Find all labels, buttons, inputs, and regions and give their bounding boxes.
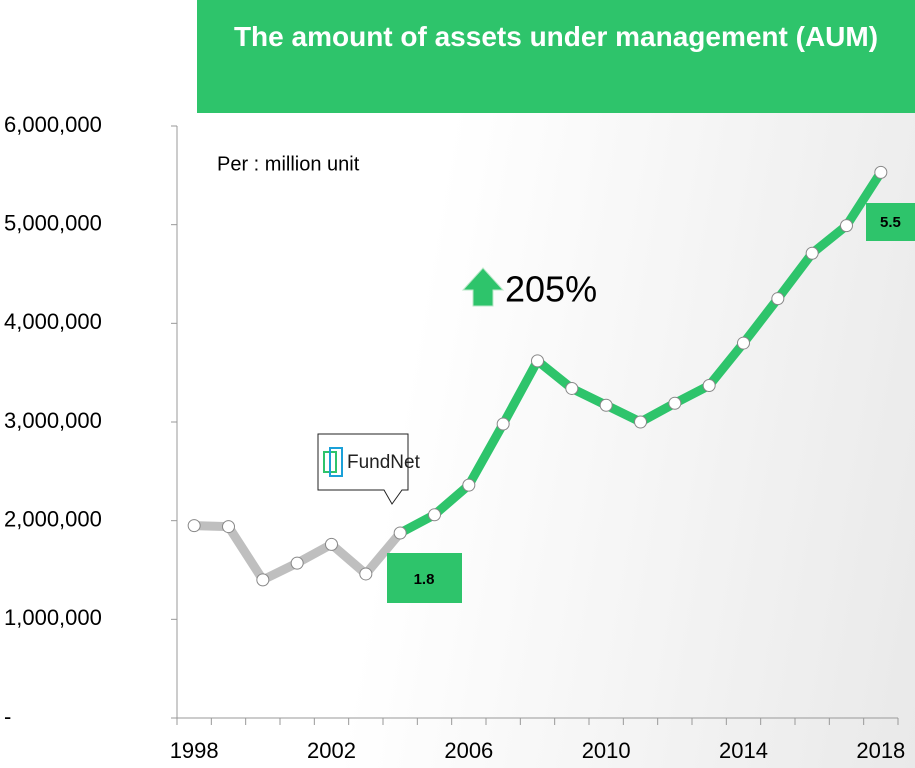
line-segment	[464, 419, 508, 490]
y-tick-label: 2,000,000	[4, 506, 102, 531]
value-callout: 1.8	[414, 571, 435, 588]
growth-label: 205%	[505, 269, 597, 310]
point	[222, 520, 235, 534]
label-box	[387, 553, 462, 603]
y-tick-label: 6,000,000	[4, 112, 102, 137]
line-segment	[224, 522, 268, 585]
point	[325, 537, 338, 551]
line-segment	[739, 294, 783, 348]
point	[290, 556, 304, 570]
point	[187, 519, 201, 533]
point	[668, 396, 682, 410]
point	[531, 354, 544, 368]
point	[702, 378, 716, 392]
point	[565, 381, 579, 395]
line-segment	[704, 338, 748, 390]
value-callout: 5.5	[880, 214, 901, 231]
line-segment	[498, 356, 542, 429]
logo-text: FundNet	[347, 452, 421, 473]
y-tick-label: 4,000,000	[4, 309, 102, 334]
point	[462, 478, 476, 492]
line-segment	[533, 356, 577, 393]
line-segment	[430, 480, 474, 520]
x-tick-label: 2018	[856, 738, 905, 763]
x-tick-label: 2010	[582, 738, 631, 763]
up-arrow	[461, 267, 505, 307]
point	[256, 573, 270, 587]
line-segment	[773, 248, 817, 304]
point	[599, 398, 613, 412]
point	[805, 246, 819, 260]
point	[496, 417, 510, 431]
y-tick-label: 3,000,000	[4, 408, 102, 433]
y-tick-label: -	[4, 704, 11, 729]
line-segment	[807, 221, 851, 258]
line-segment	[361, 528, 405, 579]
point	[428, 508, 441, 522]
x-tick-label: 2006	[444, 738, 493, 763]
point	[771, 292, 785, 306]
line-segment	[842, 167, 886, 231]
point	[634, 415, 647, 429]
fundnet-logo: FundNet	[317, 433, 421, 505]
point	[874, 165, 888, 179]
point	[359, 567, 373, 581]
x-tick-label: 1998	[170, 738, 219, 763]
point	[840, 219, 853, 233]
chart-title: The amount of assets under management (A…	[197, 0, 915, 113]
x-tick-label: 2014	[719, 738, 768, 763]
y-tick-label: 1,000,000	[4, 605, 102, 630]
point	[737, 336, 750, 350]
y-tick-label: 5,000,000	[4, 210, 102, 235]
line-segment	[327, 539, 371, 579]
line-segment	[292, 539, 336, 568]
x-tick-label: 2002	[307, 738, 356, 763]
label-box	[866, 203, 915, 241]
point	[393, 526, 407, 540]
subtitle: Per : million unit	[217, 153, 360, 175]
line-segment	[636, 398, 680, 427]
